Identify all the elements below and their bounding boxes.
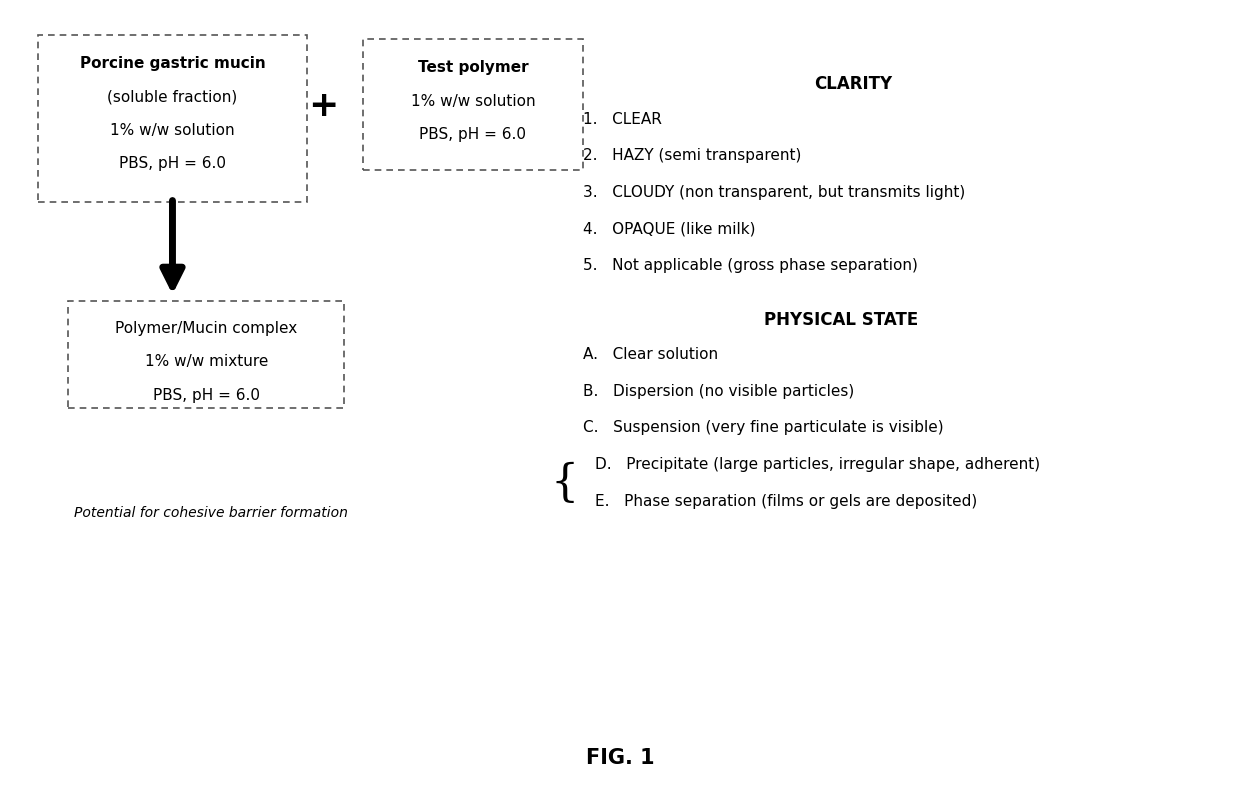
- Text: 1% w/w solution: 1% w/w solution: [110, 123, 234, 138]
- FancyBboxPatch shape: [362, 39, 583, 170]
- Text: Porcine gastric mucin: Porcine gastric mucin: [79, 57, 265, 71]
- Text: (soluble fraction): (soluble fraction): [108, 90, 238, 104]
- Text: E.   Phase separation (films or gels are deposited): E. Phase separation (films or gels are d…: [595, 493, 977, 509]
- Text: FIG. 1: FIG. 1: [585, 748, 655, 769]
- Text: 1.   CLEAR: 1. CLEAR: [583, 112, 662, 127]
- Text: PBS, pH = 6.0: PBS, pH = 6.0: [119, 156, 226, 172]
- Text: Test polymer: Test polymer: [418, 60, 528, 75]
- Text: 1% w/w mixture: 1% w/w mixture: [145, 354, 268, 370]
- Text: 5.   Not applicable (gross phase separation): 5. Not applicable (gross phase separatio…: [583, 258, 918, 273]
- Text: +: +: [308, 89, 339, 123]
- Text: 4.   OPAQUE (like milk): 4. OPAQUE (like milk): [583, 222, 755, 236]
- Text: Potential for cohesive barrier formation: Potential for cohesive barrier formation: [74, 506, 348, 520]
- FancyBboxPatch shape: [37, 35, 308, 201]
- Text: 1% w/w solution: 1% w/w solution: [410, 94, 536, 108]
- Text: PBS, pH = 6.0: PBS, pH = 6.0: [153, 388, 259, 403]
- Text: {: {: [551, 462, 579, 505]
- Text: CLARITY: CLARITY: [813, 74, 892, 92]
- Text: A.   Clear solution: A. Clear solution: [583, 347, 718, 362]
- Text: 2.   HAZY (semi transparent): 2. HAZY (semi transparent): [583, 149, 801, 163]
- FancyBboxPatch shape: [68, 301, 345, 409]
- Text: PBS, pH = 6.0: PBS, pH = 6.0: [419, 127, 526, 142]
- Text: D.   Precipitate (large particles, irregular shape, adherent): D. Precipitate (large particles, irregul…: [595, 457, 1040, 472]
- Text: C.   Suspension (very fine particulate is visible): C. Suspension (very fine particulate is …: [583, 421, 944, 435]
- Text: PHYSICAL STATE: PHYSICAL STATE: [764, 311, 918, 328]
- Text: B.   Dispersion (no visible particles): B. Dispersion (no visible particles): [583, 383, 854, 399]
- Text: 3.   CLOUDY (non transparent, but transmits light): 3. CLOUDY (non transparent, but transmit…: [583, 185, 966, 200]
- Text: Polymer/Mucin complex: Polymer/Mucin complex: [115, 321, 298, 336]
